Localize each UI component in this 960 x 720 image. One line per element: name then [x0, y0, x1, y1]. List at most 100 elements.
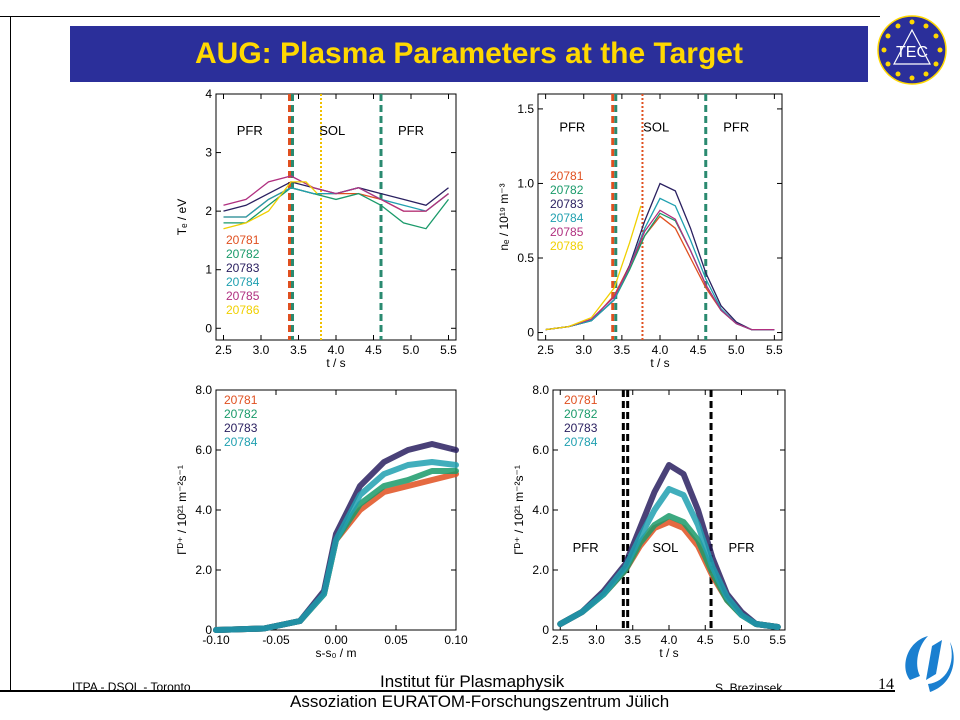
y-tick-label: 6.0 [195, 443, 212, 457]
y-tick-label: 0 [205, 321, 212, 335]
y-tick-label: 0 [205, 623, 212, 637]
x-tick-label: 5.0 [728, 343, 745, 357]
footer-author: S. Brezinsek [715, 681, 783, 695]
x-tick-label: 5.5 [766, 343, 783, 357]
x-axis-label: t / s [659, 646, 678, 660]
ipp-logo [905, 636, 954, 692]
chart-panel-2: 2.5 3.0 3.5 4.0 4.5 5.0 5.5 0 0.5 1.0 1.5 t / s nₑ /… [497, 93, 783, 370]
tec-logo-text: TEC [896, 44, 928, 61]
chart-panel-1: 2.5 3.0 3.5 4.0 4.5 5.0 5.5 0 1 2 3 4 t / s Tₑ / eV PF… [175, 87, 457, 370]
legend-entry: 20784 [550, 211, 584, 225]
x-tick-label: 5.5 [769, 633, 786, 647]
legend-entry: 20785 [226, 289, 260, 303]
tec-logo: TEC [877, 15, 947, 85]
x-tick-label: -0.10 [202, 633, 230, 647]
region-label: PFR [237, 123, 263, 138]
region-label: SOL [319, 123, 345, 138]
legend-entry: 20784 [564, 435, 598, 449]
series-20784 [213, 459, 459, 633]
series-20784 [557, 486, 781, 630]
legend-entry: 20785 [550, 225, 584, 239]
x-tick-label: 0.00 [324, 633, 348, 647]
y-tick-label: 2 [205, 204, 212, 218]
y-tick-label: 0 [527, 326, 534, 340]
legend-entry: 20786 [226, 303, 260, 317]
legend-entry: 20783 [224, 421, 258, 435]
legend-entry: 20782 [550, 183, 584, 197]
y-tick-label: 1.0 [517, 176, 534, 190]
legend-entry: 20782 [564, 407, 598, 421]
legend-entry: 20783 [226, 261, 260, 275]
legend-entry: 20784 [224, 435, 258, 449]
x-tick-label: 4.0 [328, 343, 345, 357]
y-axis-label: Γᴰ⁺ / 10²¹ m⁻²s⁻¹ [512, 465, 526, 555]
legend-entry: 20783 [550, 197, 584, 211]
x-tick-label: 3.5 [290, 343, 307, 357]
x-tick-label: 0.10 [444, 633, 468, 647]
y-tick-label: 4.0 [532, 503, 549, 517]
y-tick-label: 0.5 [517, 251, 534, 265]
region-label: PFR [398, 123, 424, 138]
slide-frame-bottom [0, 690, 895, 692]
legend-entry: 20781 [550, 169, 584, 183]
ipp-logo-swoosh-left [905, 636, 928, 680]
chart-panel-4: 2.5 3.0 3.5 4.0 4.5 5.0 5.5 0 2.0 4.0 6.0 8.0 t / s Γ… [512, 383, 786, 660]
x-tick-label: 3.5 [624, 633, 641, 647]
y-axis-label: nₑ / 10¹⁹ m⁻³ [497, 183, 511, 250]
y-tick-label: 0 [542, 623, 549, 637]
legend-entry: 20781 [226, 233, 260, 247]
y-axis-label: Tₑ / eV [175, 199, 189, 235]
y-tick-label: 4.0 [195, 503, 212, 517]
x-tick-label: 4.0 [652, 343, 669, 357]
y-tick-label: 8.0 [532, 383, 549, 397]
series-20785 [223, 175, 449, 212]
y-tick-label: 4 [205, 87, 212, 101]
x-tick-label: 2.5 [537, 343, 554, 357]
y-axis-label: Γᴰ⁺ / 10²¹ m⁻²s⁻¹ [175, 465, 189, 555]
series-20786 [223, 181, 318, 230]
series-20782 [223, 186, 450, 230]
x-tick-label: -0.05 [262, 633, 290, 647]
tec-logo-stars [881, 19, 943, 81]
chart-panel-3: -0.10 -0.05 0.00 0.05 0.10 0 2.0 4.0 6.0 8.0 s-s₀ … [175, 383, 468, 660]
series-20782 [557, 513, 781, 630]
x-tick-label: 5.0 [733, 633, 750, 647]
x-axis-label: s-s₀ / m [316, 646, 357, 660]
footer-institute: Institut für Plasmaphysik [380, 672, 565, 691]
x-tick-label: 4.5 [690, 343, 707, 357]
x-tick-label: 4.0 [661, 633, 678, 647]
legend-entry: 20784 [226, 275, 260, 289]
x-axis-label: t / s [326, 356, 345, 370]
x-tick-label: 2.5 [215, 343, 232, 357]
x-tick-label: 4.5 [365, 343, 382, 357]
x-tick-label: 3.0 [588, 633, 605, 647]
region-label: PFR [729, 540, 755, 555]
y-tick-label: 2.0 [195, 563, 212, 577]
legend-entry: 20786 [550, 239, 584, 253]
region-label: PFR [723, 119, 749, 134]
footer-association: Assoziation EURATOM-Forschungszentrum Jü… [290, 692, 670, 711]
x-tick-label: 5.5 [440, 343, 457, 357]
region-label: PFR [573, 540, 599, 555]
y-tick-label: 1.5 [517, 102, 534, 116]
legend-entry: 20782 [224, 407, 258, 421]
legend-entry: 20781 [224, 393, 258, 407]
x-tick-label: 3.0 [575, 343, 592, 357]
region-label: PFR [559, 119, 585, 134]
page-number: 14 [878, 676, 894, 693]
slide-frame-top [0, 16, 880, 17]
y-tick-label: 3 [205, 146, 212, 160]
ipp-logo-stroke [926, 640, 942, 680]
slide-frame-left [10, 16, 11, 690]
x-tick-label: 3.5 [614, 343, 631, 357]
series-20783 [223, 181, 449, 212]
tec-logo-triangle [893, 28, 931, 65]
slide-title: AUG: Plasma Parameters at the Target [195, 37, 743, 70]
region-label: SOL [643, 119, 669, 134]
x-axis-label: t / s [650, 356, 669, 370]
footer-event: ITPA - DSOL - Toronto [72, 680, 191, 694]
ipp-logo-swoosh-right [928, 642, 954, 692]
x-tick-label: 4.5 [697, 633, 714, 647]
x-tick-label: 2.5 [552, 633, 569, 647]
